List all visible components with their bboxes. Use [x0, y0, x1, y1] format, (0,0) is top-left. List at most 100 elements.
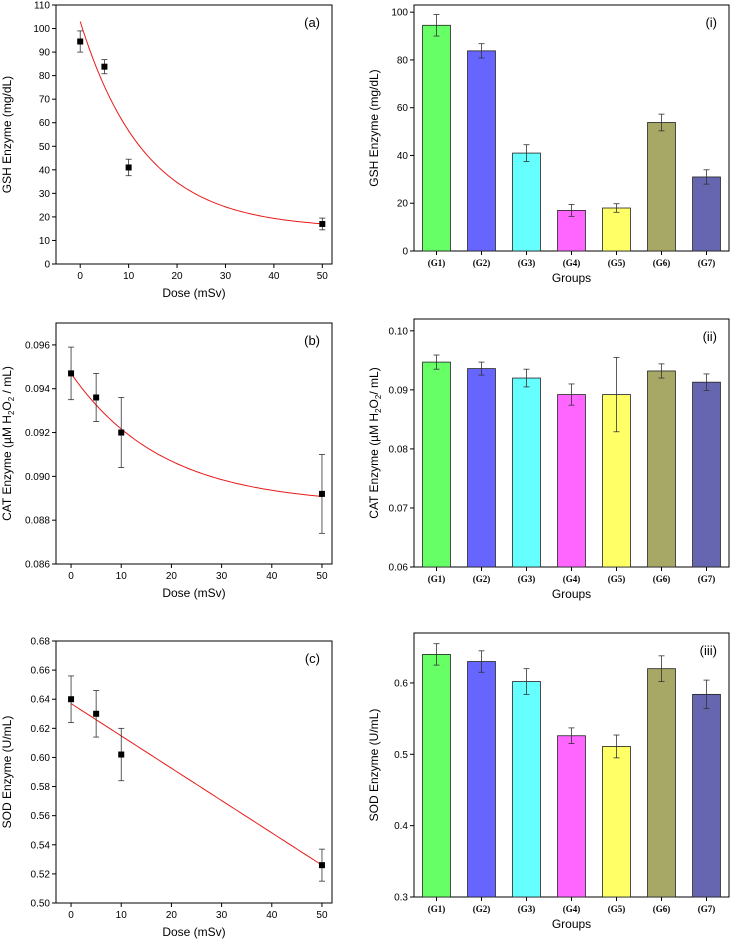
data-point: [125, 164, 132, 171]
y-tick-label: 0.56: [31, 811, 51, 822]
y-tick-label: 0.3: [394, 893, 408, 904]
y-tick-label: 0.50: [31, 899, 51, 910]
data-point: [318, 862, 325, 869]
x-tick-label: 40: [268, 271, 280, 282]
panel-label: (c): [305, 651, 320, 666]
y-tick-label: 100: [33, 24, 50, 35]
bar: [467, 368, 496, 568]
y-axis-label: SOD Enzyme (U/mL): [367, 709, 381, 822]
bar: [422, 654, 451, 898]
plot-frame: [55, 4, 333, 265]
y-tick-label: 0.52: [31, 869, 51, 880]
y-axis-label: SOD Enzyme (U/mL): [0, 716, 14, 829]
bar: [602, 207, 631, 252]
y-axis-label: CAT Enzyme (µM H2O2 / mL): [0, 366, 16, 521]
x-tick-label: 20: [171, 271, 183, 282]
y-tick-label: 0.60: [31, 753, 51, 764]
x-tick-label: (G5): [608, 574, 626, 584]
y-tick-label: 0.54: [31, 840, 51, 851]
x-tick-label: 10: [116, 571, 128, 582]
bar: [557, 735, 586, 898]
data-point: [318, 490, 325, 497]
data-point: [118, 429, 125, 436]
bar: [467, 661, 496, 898]
y-tick-label: 0: [44, 260, 50, 271]
bar: [692, 381, 721, 568]
ylabel-part: 2: [374, 394, 383, 399]
y-tick-label: 90: [39, 48, 51, 59]
x-tick-label: 40: [266, 571, 278, 582]
bar: [647, 668, 676, 898]
x-tick-label: 50: [316, 910, 328, 921]
y-tick-label: 60: [39, 118, 51, 129]
bar: [692, 176, 721, 252]
fit-curve: [70, 373, 323, 497]
y-tick-label: 0.086: [25, 560, 50, 571]
fit-curve: [79, 21, 323, 225]
y-tick-label: 0.68: [31, 637, 51, 648]
panel-label: (ii): [703, 329, 717, 344]
y-tick-label: 50: [39, 142, 51, 153]
x-tick-label: (G7): [698, 574, 716, 584]
data-point: [118, 751, 125, 758]
x-tick-label: (G4): [563, 574, 581, 584]
x-tick-label: 20: [166, 910, 178, 921]
bar: [557, 394, 586, 568]
y-tick-label: 0: [402, 247, 408, 258]
x-tick-label: 50: [317, 271, 329, 282]
y-tick-label: 0.58: [31, 782, 51, 793]
y-tick-label: 0.07: [389, 503, 409, 514]
y-tick-label: 0.62: [31, 724, 51, 735]
x-tick-label: (G5): [608, 258, 626, 268]
bar: [692, 693, 721, 898]
y-tick-label: 0.64: [31, 695, 51, 706]
x-tick-label: (G2): [473, 904, 491, 914]
x-tick-label: 0: [68, 571, 74, 582]
x-tick-label: (G7): [698, 904, 716, 914]
y-tick-label: 0.094: [25, 384, 50, 395]
x-tick-label: (G1): [428, 904, 446, 914]
bar: [422, 361, 451, 568]
y-axis-label: GSH Enzyme (mg/dL): [0, 76, 14, 193]
x-axis-label: Groups: [552, 587, 591, 601]
x-tick-label: (G3): [518, 258, 536, 268]
chart-panel-c: 0.50 0.52 0.54 0.56 0.58 0.60 0.62 0.64 0.66 0.68…: [0, 637, 333, 939]
x-tick-label: 50: [316, 571, 328, 582]
x-tick-label: (G2): [473, 258, 491, 268]
ylabel-part: / mL): [0, 366, 14, 397]
chart-panel-b: 0.086 0.088 0.090 0.092 0.094 0.096 CAT Enzyme…: [0, 322, 333, 600]
y-tick-label: 0.090: [25, 472, 50, 483]
x-axis-label: Dose (mSv): [162, 286, 225, 300]
y-tick-label: 0.5: [394, 750, 408, 761]
y-tick-label: 0.09: [389, 385, 409, 396]
y-tick-label: 0.66: [31, 666, 51, 677]
bar: [467, 50, 496, 252]
fit-curve: [70, 703, 323, 866]
y-tick-label: 20: [39, 212, 51, 223]
bar: [422, 24, 451, 252]
ylabel-part: CAT Enzyme (µM H: [367, 413, 381, 519]
x-axis-label: Groups: [552, 917, 591, 931]
x-tick-label: (G3): [518, 574, 536, 584]
panel-label: (iii): [700, 643, 717, 658]
y-tick-label: 0.10: [389, 326, 409, 337]
y-tick-label: 110: [34, 1, 50, 12]
ylabel-part: CAT Enzyme (µM H: [0, 415, 14, 521]
x-tick-label: 10: [116, 910, 128, 921]
y-tick-label: 80: [39, 71, 51, 82]
y-tick-label: 80: [397, 55, 409, 66]
data-point: [77, 38, 84, 45]
x-tick-label: (G6): [653, 574, 671, 584]
bar: [647, 122, 676, 252]
bar: [602, 394, 631, 568]
x-tick-label: (G4): [563, 904, 581, 914]
y-tick-label: 40: [39, 165, 51, 176]
x-axis-label: Groups: [552, 271, 591, 285]
y-tick-label: 10: [39, 236, 51, 247]
panel-label: (b): [304, 333, 320, 348]
y-tick-label: 0.096: [25, 340, 50, 351]
data-point: [93, 394, 100, 401]
bar: [557, 209, 586, 252]
